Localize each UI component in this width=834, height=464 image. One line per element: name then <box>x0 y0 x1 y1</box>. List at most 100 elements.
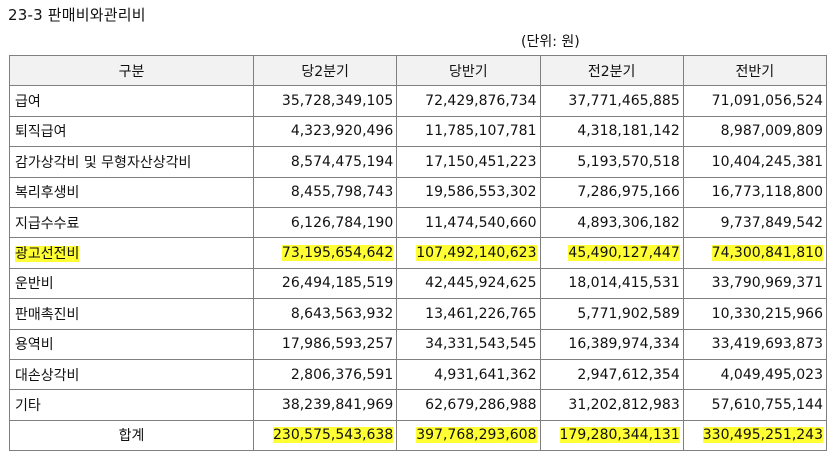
value-cell: 4,323,920,496 <box>252 115 398 148</box>
value-cell: 57,610,755,144 <box>682 389 828 421</box>
cell-value: 18,014,415,531 <box>568 275 680 292</box>
value-cell: 11,474,540,660 <box>396 206 541 239</box>
total-value: 179,280,344,131 <box>559 427 680 444</box>
cell-value: 33,419,693,873 <box>711 336 823 353</box>
cell-value: 107,492,140,623 <box>416 245 537 262</box>
value-cell: 107,492,140,623 <box>396 237 541 269</box>
table-row: 복리후생비 8,455,798,743 19,586,553,302 7,286,97… <box>9 176 828 208</box>
cell-value: 13,461,226,765 <box>425 305 537 322</box>
cell-value: 5,193,570,518 <box>577 153 680 170</box>
value-cell: 38,239,841,969 <box>252 389 398 421</box>
table-row: 지급수수료 6,126,784,190 11,474,540,660 4,893,30… <box>9 206 828 239</box>
value-cell: 5,193,570,518 <box>539 146 684 178</box>
table-row: 광고선전비 73,195,654,642 107,492,140,623 45,490… <box>9 237 828 269</box>
value-cell: 8,574,475,194 <box>252 146 398 178</box>
cell-value: 11,785,107,781 <box>425 123 537 140</box>
row-label: 복리후생비 <box>9 176 254 208</box>
row-label: 급여 <box>9 85 254 117</box>
value-cell: 16,389,974,334 <box>539 328 684 360</box>
page-title: 23-3 판매비와관리비 <box>8 6 146 24</box>
cell-value: 72,429,876,734 <box>425 93 537 110</box>
row-label: 퇴직급여 <box>9 115 254 148</box>
value-cell: 37,771,465,885 <box>539 85 684 117</box>
cell-value: 8,574,475,194 <box>290 153 394 170</box>
value-cell: 71,091,056,524 <box>682 85 828 117</box>
cell-value: 4,318,181,142 <box>577 123 680 140</box>
total-value: 230,575,543,638 <box>273 427 394 444</box>
value-cell: 17,986,593,257 <box>252 328 398 360</box>
table-row: 운반비 26,494,185,519 42,445,924,625 18,014,41… <box>9 267 828 300</box>
value-cell: 74,300,841,810 <box>682 237 828 269</box>
row-label: 운반비 <box>9 267 254 300</box>
value-cell: 31,202,812,983 <box>539 389 684 421</box>
table-row: 퇴직급여 4,323,920,496 11,785,107,781 4,318,181… <box>9 115 828 148</box>
table-row: 급여 35,728,349,105 72,429,876,734 37,771,465… <box>9 85 828 117</box>
row-label: 기타 <box>9 389 254 421</box>
total-value: 397,768,293,608 <box>416 427 537 444</box>
value-cell: 8,987,009,809 <box>682 115 828 148</box>
value-cell: 4,318,181,142 <box>539 115 684 148</box>
value-cell: 33,419,693,873 <box>682 328 828 360</box>
value-cell: 17,150,451,223 <box>396 146 541 178</box>
value-cell: 13,461,226,765 <box>396 298 541 330</box>
value-cell: 34,331,543,545 <box>396 328 541 360</box>
table-row: 용역비 17,986,593,257 34,331,543,545 16,389,97… <box>9 328 828 360</box>
value-cell: 26,494,185,519 <box>252 267 398 300</box>
value-cell: 4,931,641,362 <box>396 358 541 391</box>
cell-value: 35,728,349,105 <box>281 93 394 110</box>
total-value-cell: 179,280,344,131 <box>539 419 684 452</box>
table-row: 기타 38,239,841,969 62,679,286,988 31,202,812… <box>9 389 828 421</box>
cell-value: 38,239,841,969 <box>281 396 394 413</box>
cell-value: 2,806,376,591 <box>290 366 394 383</box>
cell-value: 2,947,612,354 <box>577 366 680 383</box>
value-cell: 19,586,553,302 <box>396 176 541 208</box>
unit-label: (단위: 원) <box>521 34 580 50</box>
table-header-row: 구분 당2분기 당반기 전2분기 전반기 <box>9 54 828 87</box>
cell-value: 6,126,784,190 <box>290 214 394 231</box>
cell-value: 31,202,812,983 <box>568 396 680 413</box>
cell-value: 7,286,975,166 <box>577 184 680 201</box>
value-cell: 11,785,107,781 <box>396 115 541 148</box>
cell-value: 4,323,920,496 <box>290 123 394 140</box>
row-label: 판매촉진비 <box>9 298 254 330</box>
cell-value: 57,610,755,144 <box>711 396 823 413</box>
cell-value: 16,389,974,334 <box>568 336 680 353</box>
cell-value: 17,986,593,257 <box>281 336 394 353</box>
cell-value: 10,330,215,966 <box>711 305 823 322</box>
value-cell: 9,737,849,542 <box>682 206 828 239</box>
row-label: 광고선전비 <box>9 237 254 269</box>
cell-value: 4,893,306,182 <box>577 214 680 231</box>
value-cell: 10,330,215,966 <box>682 298 828 330</box>
total-value-cell: 330,495,251,243 <box>682 419 828 452</box>
value-cell: 2,806,376,591 <box>252 358 398 391</box>
value-cell: 2,947,612,354 <box>539 358 684 391</box>
value-cell: 33,790,969,371 <box>682 267 828 300</box>
header-current-q2: 당2분기 <box>252 54 398 87</box>
value-cell: 8,455,798,743 <box>252 176 398 208</box>
cell-value: 19,586,553,302 <box>425 184 537 201</box>
value-cell: 62,679,286,988 <box>396 389 541 421</box>
cell-value: 74,300,841,810 <box>711 245 823 262</box>
value-cell: 8,643,563,932 <box>252 298 398 330</box>
cell-value: 4,931,641,362 <box>434 366 537 383</box>
cell-value: 8,643,563,932 <box>290 305 394 322</box>
table-total-row: 합계 230,575,543,638 397,768,293,608 179,280,… <box>9 419 828 452</box>
value-cell: 72,429,876,734 <box>396 85 541 117</box>
cell-value: 8,455,798,743 <box>290 184 394 201</box>
cell-value: 16,773,118,800 <box>711 184 823 201</box>
cell-value: 62,679,286,988 <box>425 396 537 413</box>
value-cell: 5,771,902,589 <box>539 298 684 330</box>
cell-value: 10,404,245,381 <box>711 153 823 170</box>
total-value-cell: 230,575,543,638 <box>252 419 398 452</box>
cell-value: 45,490,127,447 <box>568 245 680 262</box>
row-label: 용역비 <box>9 328 254 360</box>
cell-value: 33,790,969,371 <box>711 275 823 292</box>
total-label: 합계 <box>9 419 254 452</box>
value-cell: 18,014,415,531 <box>539 267 684 300</box>
cell-value: 5,771,902,589 <box>577 305 680 322</box>
total-value: 330,495,251,243 <box>702 427 823 444</box>
cell-value: 34,331,543,545 <box>425 336 537 353</box>
table-row: 대손상각비 2,806,376,591 4,931,641,362 2,947,612… <box>9 358 828 391</box>
cell-value: 11,474,540,660 <box>425 214 537 231</box>
value-cell: 35,728,349,105 <box>252 85 398 117</box>
